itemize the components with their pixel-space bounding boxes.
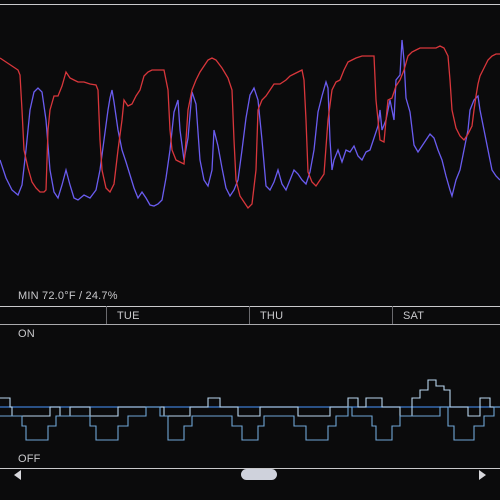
timeline-top-divider bbox=[0, 306, 500, 307]
temperature-series-line bbox=[0, 45, 500, 210]
humidity-series-line bbox=[0, 39, 500, 207]
day-label-tue: TUE bbox=[117, 310, 140, 322]
state-series-lower bbox=[0, 406, 500, 441]
day-label-sat: SAT bbox=[403, 310, 425, 322]
day-label-thu: THU bbox=[260, 310, 284, 322]
hvac-state-chart bbox=[0, 379, 500, 441]
temperature-humidity-chart bbox=[0, 39, 500, 210]
min-temperature-humidity-label: MIN 72.0°F / 24.7% bbox=[18, 290, 118, 302]
timeline-bottom-divider bbox=[0, 324, 500, 325]
state-series-upper bbox=[0, 379, 500, 417]
day-tick bbox=[249, 306, 250, 324]
chevron-left-icon[interactable] bbox=[14, 470, 21, 480]
day-tick bbox=[392, 306, 393, 324]
off-state-label: OFF bbox=[18, 453, 41, 465]
scrollbar-thumb[interactable] bbox=[241, 469, 277, 480]
chevron-right-icon[interactable] bbox=[479, 470, 486, 480]
timeline-scrollbar[interactable] bbox=[0, 468, 500, 482]
top-divider bbox=[0, 4, 500, 5]
day-tick bbox=[106, 306, 107, 324]
scrollbar-top-divider bbox=[0, 468, 500, 469]
on-state-label: ON bbox=[18, 328, 35, 340]
